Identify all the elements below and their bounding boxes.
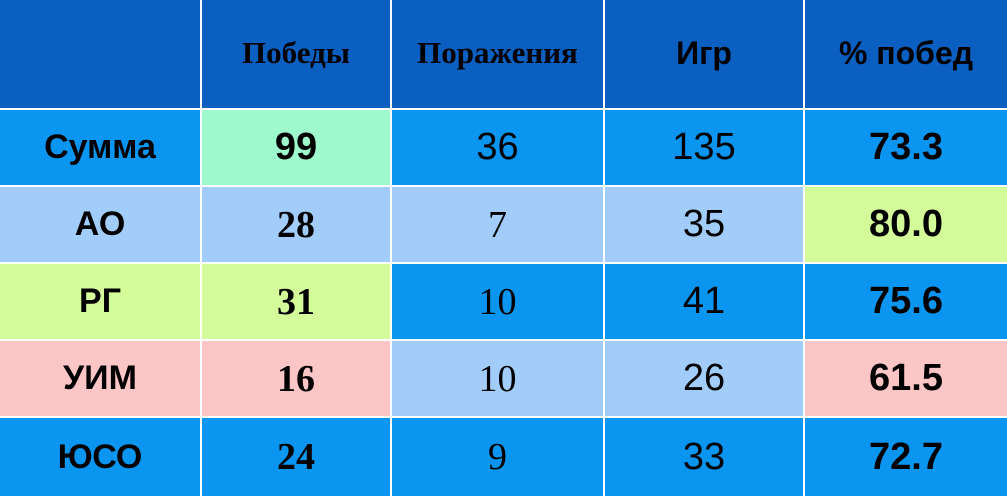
losses-cell: 10 bbox=[392, 341, 605, 418]
games-cell: 33 bbox=[605, 418, 805, 496]
win-percent-cell: 72.7 bbox=[805, 418, 1007, 496]
win-percent-cell: 75.6 bbox=[805, 264, 1007, 341]
win-percent-cell: 80.0 bbox=[805, 187, 1007, 264]
games-cell: 26 bbox=[605, 341, 805, 418]
header-wins: Победы bbox=[202, 0, 392, 110]
wins-cell: 16 bbox=[202, 341, 392, 418]
losses-cell: 10 bbox=[392, 264, 605, 341]
losses-cell: 9 bbox=[392, 418, 605, 496]
wins-cell: 99 bbox=[202, 110, 392, 187]
row-label: РГ bbox=[0, 264, 202, 341]
header-win-percent: % побед bbox=[805, 0, 1007, 110]
header-games: Игр bbox=[605, 0, 805, 110]
row-label: Сумма bbox=[0, 110, 202, 187]
wins-cell: 31 bbox=[202, 264, 392, 341]
header-corner bbox=[0, 0, 202, 110]
wins-cell: 28 bbox=[202, 187, 392, 264]
wins-cell: 24 bbox=[202, 418, 392, 496]
losses-cell: 36 bbox=[392, 110, 605, 187]
games-cell: 41 bbox=[605, 264, 805, 341]
row-label: УИМ bbox=[0, 341, 202, 418]
header-losses: Поражения bbox=[392, 0, 605, 110]
games-cell: 135 bbox=[605, 110, 805, 187]
win-percent-cell: 73.3 bbox=[805, 110, 1007, 187]
games-cell: 35 bbox=[605, 187, 805, 264]
row-label: ЮСО bbox=[0, 418, 202, 496]
win-percent-cell: 61.5 bbox=[805, 341, 1007, 418]
row-label: АО bbox=[0, 187, 202, 264]
losses-cell: 7 bbox=[392, 187, 605, 264]
